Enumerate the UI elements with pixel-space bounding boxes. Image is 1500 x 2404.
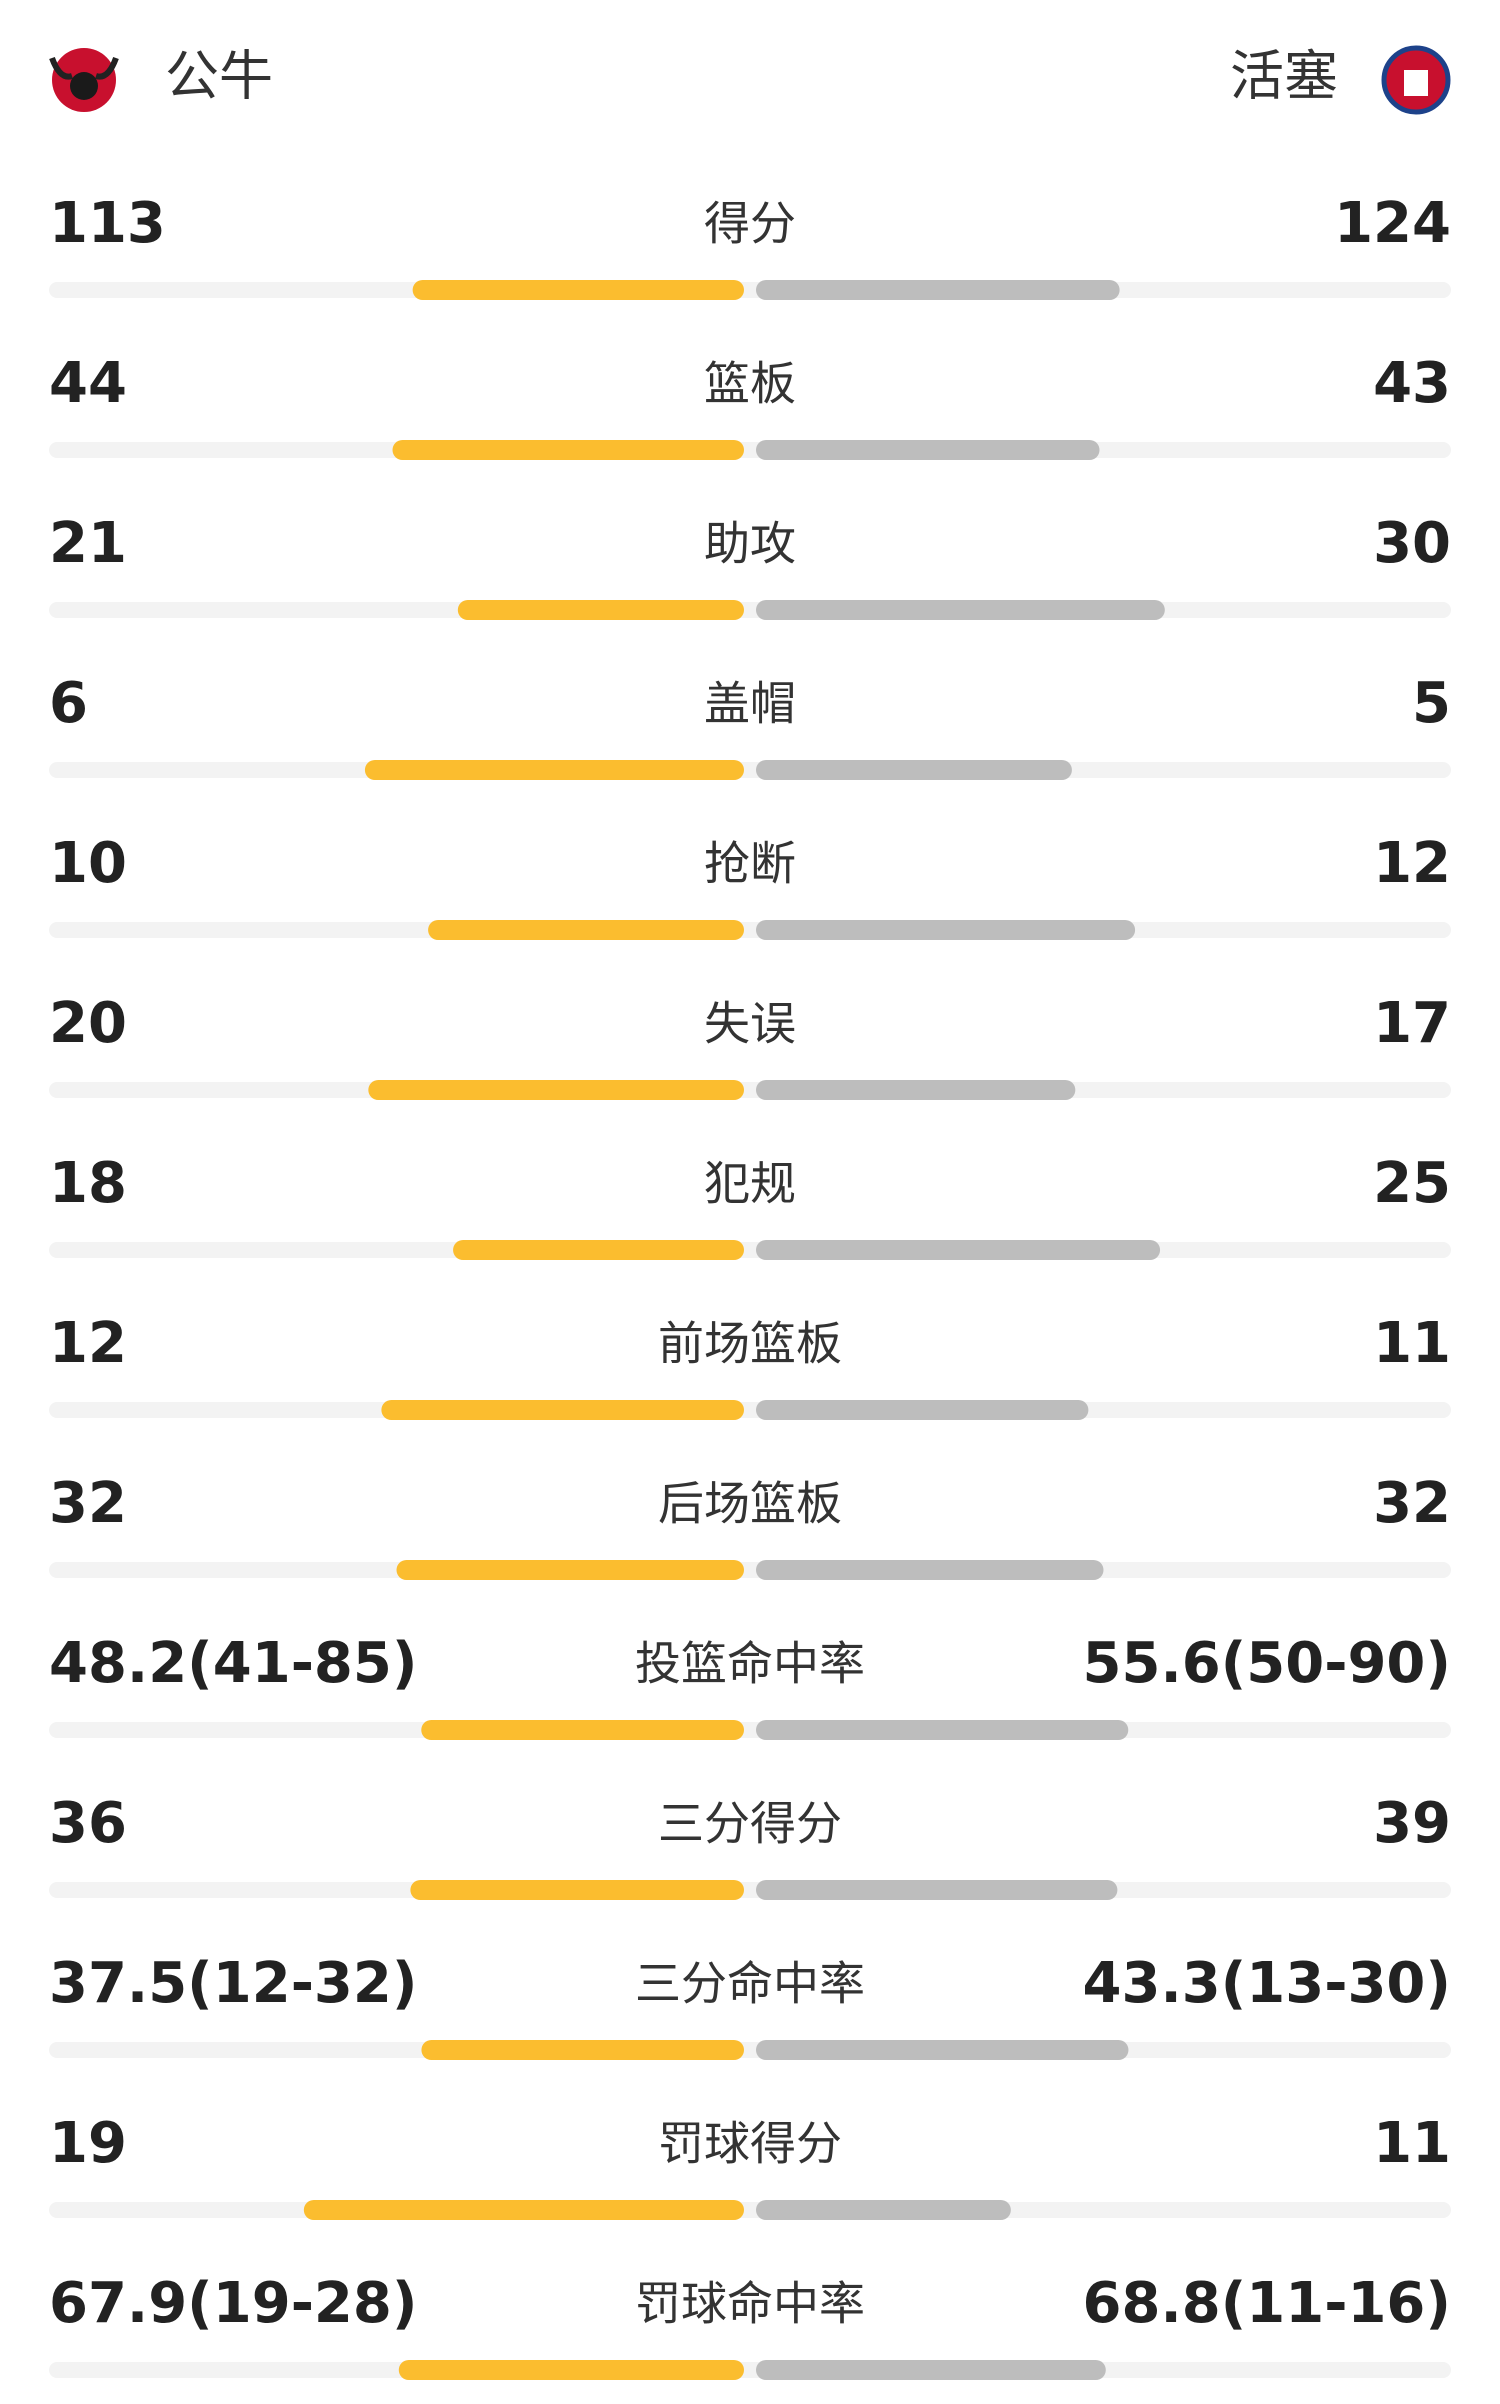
home-value: 21 bbox=[49, 511, 127, 576]
away-bar bbox=[756, 1560, 1104, 1580]
home-value: 19 bbox=[49, 2111, 127, 2176]
home-value: 32 bbox=[49, 1471, 127, 1536]
home-value: 44 bbox=[49, 351, 127, 416]
away-value: 124 bbox=[1334, 191, 1451, 256]
home-bar bbox=[364, 760, 744, 780]
home-bar bbox=[368, 1080, 744, 1100]
away-bar bbox=[756, 920, 1136, 940]
home-bar bbox=[410, 1880, 744, 1900]
stat-label: 失误 bbox=[704, 997, 796, 1051]
stat-label: 得分 bbox=[704, 197, 796, 251]
away-bar bbox=[756, 760, 1072, 780]
home-bar bbox=[396, 1560, 744, 1580]
away-value: 32 bbox=[1373, 1471, 1451, 1536]
away-logo bbox=[1381, 45, 1451, 115]
away-value: 39 bbox=[1373, 1791, 1451, 1856]
stat-label: 篮板 bbox=[704, 357, 796, 411]
away-value: 25 bbox=[1373, 1151, 1451, 1216]
away-value: 55.6(50-90) bbox=[1083, 1631, 1451, 1696]
home-value: 113 bbox=[49, 191, 166, 256]
away-value: 68.8(11-16) bbox=[1083, 2271, 1451, 2336]
home-bar bbox=[428, 920, 744, 940]
away-bar bbox=[756, 1240, 1161, 1260]
away-bar bbox=[756, 1880, 1118, 1900]
bar-track bbox=[49, 2042, 1451, 2058]
stat-label: 后场篮板 bbox=[658, 1477, 842, 1531]
away-bar bbox=[756, 1080, 1076, 1100]
home-team: 公牛 bbox=[165, 45, 273, 108]
stat-label: 抢断 bbox=[704, 837, 796, 891]
away-bar bbox=[756, 2200, 1011, 2220]
home-value: 37.5(12-32) bbox=[49, 1951, 417, 2016]
home-bar bbox=[457, 600, 744, 620]
away-bar bbox=[756, 600, 1165, 620]
bar-track bbox=[49, 922, 1451, 938]
away-value: 30 bbox=[1373, 511, 1451, 576]
stat-label: 三分得分 bbox=[658, 1797, 842, 1851]
bar-track bbox=[49, 442, 1451, 458]
home-value: 67.9(19-28) bbox=[49, 2271, 417, 2336]
away-bar bbox=[756, 1400, 1089, 1420]
away-bar bbox=[756, 2040, 1129, 2060]
bar-track bbox=[49, 1082, 1451, 1098]
bar-track bbox=[49, 1882, 1451, 1898]
away-value: 43 bbox=[1373, 351, 1451, 416]
away-team: 活塞 bbox=[1230, 45, 1338, 108]
away-bar bbox=[756, 280, 1120, 300]
home-bar bbox=[412, 280, 744, 300]
home-bar bbox=[421, 2040, 744, 2060]
stat-label: 罚球命中率 bbox=[635, 2277, 865, 2331]
stat-label: 犯规 bbox=[704, 1157, 796, 1211]
home-bar bbox=[381, 1400, 744, 1420]
home-value: 6 bbox=[49, 671, 88, 736]
away-value: 11 bbox=[1373, 2111, 1451, 2176]
home-bar bbox=[303, 2200, 744, 2220]
away-value: 12 bbox=[1373, 831, 1451, 896]
bar-track bbox=[49, 762, 1451, 778]
home-bar bbox=[392, 440, 744, 460]
away-bar bbox=[756, 440, 1100, 460]
home-bar bbox=[421, 1720, 744, 1740]
home-value: 48.2(41-85) bbox=[49, 1631, 417, 1696]
home-value: 36 bbox=[49, 1791, 127, 1856]
away-bar bbox=[756, 1720, 1129, 1740]
stat-label: 前场篮板 bbox=[658, 1317, 842, 1371]
away-value: 43.3(13-30) bbox=[1083, 1951, 1451, 2016]
home-value: 18 bbox=[49, 1151, 127, 1216]
bar-track bbox=[49, 1722, 1451, 1738]
home-value: 20 bbox=[49, 991, 127, 1056]
bar-track bbox=[49, 282, 1451, 298]
away-bar bbox=[756, 2360, 1106, 2380]
stat-label: 三分命中率 bbox=[635, 1957, 865, 2011]
stat-label: 罚球得分 bbox=[658, 2117, 842, 2171]
away-value: 17 bbox=[1373, 991, 1451, 1056]
home-bar bbox=[453, 1240, 744, 1260]
away-value: 11 bbox=[1373, 1311, 1451, 1376]
bar-track bbox=[49, 602, 1451, 618]
bar-track bbox=[49, 2202, 1451, 2218]
stat-label: 投篮命中率 bbox=[635, 1637, 865, 1691]
bar-track bbox=[49, 2362, 1451, 2378]
stat-label: 助攻 bbox=[704, 517, 796, 571]
home-value: 12 bbox=[49, 1311, 127, 1376]
stat-label: 盖帽 bbox=[704, 677, 796, 731]
bar-track bbox=[49, 1242, 1451, 1258]
bar-track bbox=[49, 1562, 1451, 1578]
home-logo bbox=[49, 48, 119, 112]
away-value: 5 bbox=[1412, 671, 1451, 736]
home-bar bbox=[398, 2360, 744, 2380]
bar-track bbox=[49, 1402, 1451, 1418]
home-value: 10 bbox=[49, 831, 127, 896]
